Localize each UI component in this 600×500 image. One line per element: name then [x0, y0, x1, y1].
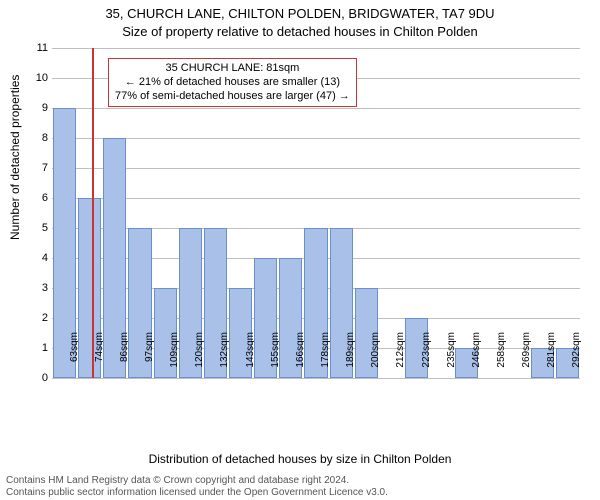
y-tick-label: 9 — [28, 102, 48, 114]
y-tick-label: 8 — [28, 132, 48, 144]
footer-attribution: Contains HM Land Registry data © Crown c… — [6, 475, 388, 498]
chart-title-line1: 35, CHURCH LANE, CHILTON POLDEN, BRIDGWA… — [0, 6, 600, 21]
y-tick-label: 5 — [28, 222, 48, 234]
y-tick-label: 0 — [28, 372, 48, 384]
annotation-line: ← 21% of detached houses are smaller (13… — [115, 76, 350, 90]
gridline — [52, 138, 580, 139]
y-tick-label: 11 — [28, 42, 48, 54]
x-tick-label: 200sqm — [370, 332, 381, 382]
annotation-line: 77% of semi-detached houses are larger (… — [115, 90, 350, 104]
y-tick-label: 7 — [28, 162, 48, 174]
chart-container: 35, CHURCH LANE, CHILTON POLDEN, BRIDGWA… — [0, 0, 600, 500]
y-tick-label: 2 — [28, 312, 48, 324]
annotation-line: 35 CHURCH LANE: 81sqm — [115, 62, 350, 76]
footer-line: Contains HM Land Registry data © Crown c… — [6, 475, 388, 487]
gridline — [52, 168, 580, 169]
gridline — [52, 108, 580, 109]
x-tick-label: 258sqm — [496, 332, 507, 382]
x-tick-label: 223sqm — [421, 332, 432, 382]
x-tick-label: 246sqm — [471, 332, 482, 382]
gridline — [52, 198, 580, 199]
y-tick-label: 6 — [28, 192, 48, 204]
x-axis-label: Distribution of detached houses by size … — [0, 452, 600, 466]
plot-area: 0123456789101163sqm74sqm86sqm97sqm109sqm… — [52, 48, 580, 378]
y-tick-label: 4 — [28, 252, 48, 264]
chart-title-line2: Size of property relative to detached ho… — [0, 24, 600, 39]
footer-line: Contains public sector information licen… — [6, 487, 388, 499]
gridline — [52, 48, 580, 49]
annotation-box: 35 CHURCH LANE: 81sqm← 21% of detached h… — [108, 58, 357, 107]
y-axis-label: Number of detached properties — [8, 75, 22, 240]
y-tick-label: 10 — [28, 72, 48, 84]
marker-line — [92, 48, 94, 378]
x-tick-label: 292sqm — [571, 332, 582, 382]
y-tick-label: 3 — [28, 282, 48, 294]
y-tick-label: 1 — [28, 342, 48, 354]
